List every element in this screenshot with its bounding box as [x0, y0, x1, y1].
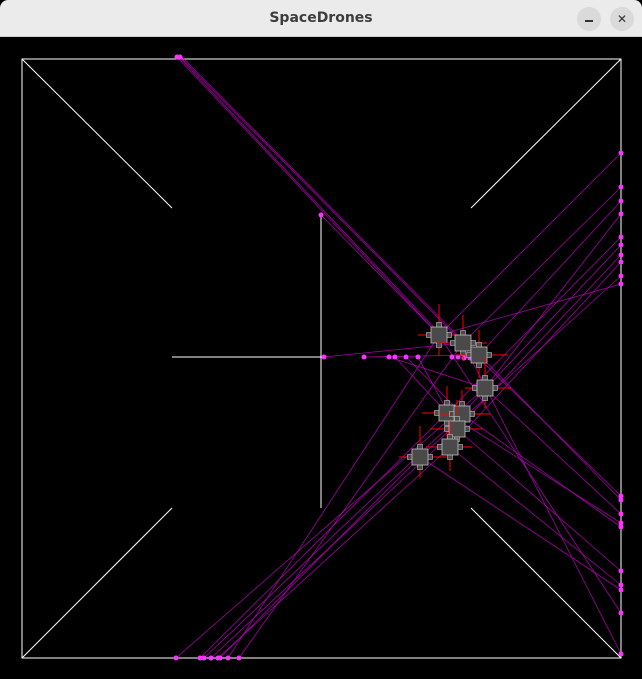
- trail-point: [318, 212, 324, 218]
- trail-point: [618, 150, 624, 156]
- trail-point: [461, 355, 467, 361]
- drone: [422, 386, 470, 438]
- corner-wall: [21, 58, 173, 209]
- minimize-icon: [585, 20, 593, 22]
- trail-line: [484, 387, 622, 515]
- trail-point: [618, 211, 624, 217]
- corner-wall: [21, 507, 173, 659]
- trail-line: [446, 412, 622, 524]
- window-title: SpaceDrones: [269, 10, 373, 26]
- trail-point: [403, 354, 409, 360]
- trail-point: [618, 493, 624, 499]
- trail-point: [618, 242, 624, 248]
- trail-point: [618, 497, 624, 503]
- trail-point: [618, 234, 624, 240]
- trail-line: [478, 354, 622, 501]
- drone-body: [441, 438, 459, 456]
- trail-line: [227, 334, 440, 659]
- trail-line: [323, 342, 464, 358]
- trail-line: [446, 236, 622, 414]
- drone: [437, 315, 487, 361]
- drone-body: [448, 420, 466, 438]
- trail-line: [438, 152, 622, 336]
- drone: [430, 400, 482, 448]
- trail-line: [438, 283, 622, 336]
- trail-point: [618, 259, 624, 265]
- trail-point: [618, 610, 624, 616]
- trail-line: [461, 413, 622, 528]
- trail-line: [388, 356, 486, 389]
- trail-line: [394, 356, 448, 414]
- trail-point: [173, 655, 179, 661]
- trail-point: [618, 281, 624, 287]
- arena-border: [21, 58, 622, 659]
- trail-point: [177, 54, 183, 60]
- trail-point: [618, 184, 624, 190]
- trail-point: [618, 568, 624, 574]
- trail-point: [618, 520, 624, 526]
- trail-line: [449, 261, 622, 448]
- arena-walls: [21, 58, 622, 659]
- drone-body: [411, 448, 429, 466]
- trail-line: [178, 56, 446, 340]
- trail-point: [361, 354, 367, 360]
- trail-line: [219, 456, 421, 659]
- game-scene: [21, 54, 624, 661]
- drones: [399, 304, 511, 478]
- drone: [456, 330, 508, 378]
- trail-line: [449, 446, 622, 586]
- game-canvas[interactable]: [0, 38, 642, 679]
- trail-point: [618, 252, 624, 258]
- drone-body: [476, 379, 494, 397]
- drone-body: [430, 326, 448, 344]
- trail-point: [208, 655, 214, 661]
- title-bar[interactable]: SpaceDrones ✕: [0, 0, 642, 37]
- trail-line: [320, 214, 440, 336]
- trail-line: [419, 456, 622, 591]
- trail-line: [456, 428, 622, 572]
- trail-line: [217, 446, 451, 659]
- trail-point: [618, 582, 624, 588]
- trail-line: [181, 56, 470, 348]
- trail-point: [392, 354, 398, 360]
- trail-line: [179, 56, 464, 344]
- trail-point: [618, 511, 624, 517]
- trail-point: [321, 354, 327, 360]
- trail-line: [462, 186, 622, 344]
- trail-point: [618, 587, 624, 593]
- trail-point: [201, 655, 207, 661]
- drone: [465, 358, 511, 408]
- drone: [426, 421, 472, 471]
- corner-wall: [470, 507, 622, 659]
- trail-point: [415, 354, 421, 360]
- trail-line: [199, 412, 448, 659]
- trail-point: [197, 655, 203, 661]
- trail-line: [176, 56, 440, 336]
- trail-point: [386, 354, 392, 360]
- close-button[interactable]: ✕: [610, 7, 634, 31]
- trail-point: [217, 655, 223, 661]
- trail-point: [449, 354, 455, 360]
- drone-body: [454, 334, 472, 352]
- trail-point: [618, 198, 624, 204]
- minimize-button[interactable]: [577, 7, 601, 31]
- trail-point: [455, 354, 461, 360]
- corner-wall: [470, 58, 622, 209]
- trail-line: [405, 356, 463, 415]
- trail-line: [175, 387, 486, 659]
- drone: [399, 426, 447, 478]
- drone-body: [470, 346, 488, 364]
- trail-line: [238, 342, 464, 659]
- trail-point: [618, 524, 624, 530]
- close-icon: ✕: [616, 12, 628, 26]
- trail-line: [456, 254, 622, 430]
- trail-point: [618, 651, 624, 657]
- trail-point: [236, 655, 242, 661]
- trail-points: [173, 54, 624, 661]
- trail-line: [484, 213, 622, 389]
- trail-point: [618, 273, 624, 279]
- trail-point: [225, 655, 231, 661]
- trail-line: [478, 200, 622, 356]
